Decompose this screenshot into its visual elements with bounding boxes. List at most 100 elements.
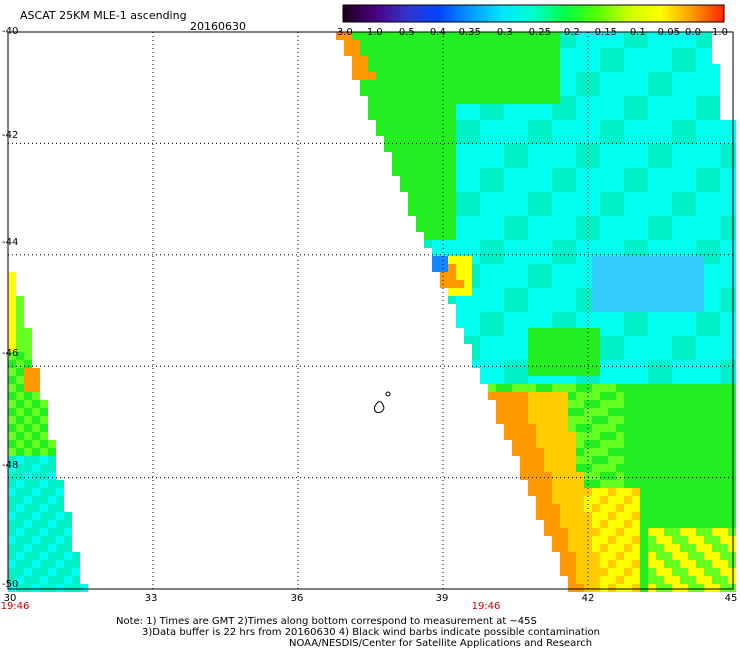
swath-pixel — [440, 224, 448, 232]
swath-pixel — [528, 448, 536, 456]
swath-pixel — [64, 536, 72, 544]
swath-pixel — [480, 304, 488, 312]
swath-pixel — [552, 376, 560, 384]
swath-pixel — [80, 584, 88, 592]
swath-pixel — [648, 552, 656, 560]
swath-pixel — [648, 528, 656, 536]
swath-pixel — [640, 408, 648, 416]
swath-pixel — [704, 312, 712, 320]
swath-pixel — [720, 344, 728, 352]
swath-pixel — [552, 320, 560, 328]
swath-pixel — [544, 256, 552, 264]
swath-pixel — [568, 64, 576, 72]
swath-pixel — [608, 48, 616, 56]
swath-pixel — [528, 128, 536, 136]
swath-pixel — [432, 88, 440, 96]
swath-pixel — [560, 72, 568, 80]
swath-pixel — [552, 528, 560, 536]
lon-label: 45 — [724, 593, 738, 604]
swath-pixel — [672, 448, 680, 456]
swath-pixel — [680, 432, 688, 440]
swath-pixel — [480, 176, 488, 184]
swath-pixel — [520, 184, 528, 192]
swath-pixel — [656, 256, 664, 264]
swath-pixel — [16, 432, 24, 440]
swath-pixel — [648, 80, 656, 88]
swath-pixel — [728, 248, 736, 256]
swath-pixel — [728, 168, 736, 176]
swath-pixel — [664, 520, 672, 528]
swath-pixel — [504, 232, 512, 240]
swath-pixel — [360, 48, 368, 56]
swath-pixel — [696, 392, 704, 400]
swath-pixel — [672, 112, 680, 120]
swath-pixel — [520, 320, 528, 328]
swath-pixel — [512, 376, 520, 384]
swath-pixel — [576, 336, 584, 344]
swath-pixel — [488, 136, 496, 144]
swath-pixel — [536, 96, 544, 104]
swath-pixel — [504, 224, 512, 232]
swath-pixel — [528, 144, 536, 152]
swath-pixel — [672, 560, 680, 568]
swath-pixel — [712, 192, 720, 200]
swath-pixel — [456, 224, 464, 232]
swath-pixel — [624, 544, 632, 552]
swath-pixel — [592, 248, 600, 256]
swath-pixel — [560, 440, 568, 448]
swath-pixel — [608, 256, 616, 264]
swath-pixel — [696, 64, 704, 72]
swath-pixel — [552, 392, 560, 400]
swath-pixel — [32, 376, 40, 384]
swath-pixel — [616, 416, 624, 424]
swath-pixel — [32, 392, 40, 400]
swath-pixel — [648, 488, 656, 496]
swath-pixel — [568, 432, 576, 440]
swath-pixel — [672, 384, 680, 392]
swath-pixel — [600, 48, 608, 56]
swath-pixel — [416, 96, 424, 104]
swath-pixel — [24, 568, 32, 576]
swath-pixel — [416, 56, 424, 64]
swath-pixel — [376, 32, 384, 40]
swath-pixel — [728, 584, 736, 592]
swath-pixel — [520, 344, 528, 352]
swath-pixel — [16, 296, 24, 304]
swath-pixel — [32, 488, 40, 496]
swath-pixel — [528, 328, 536, 336]
swath-pixel — [592, 336, 600, 344]
swath-pixel — [544, 480, 552, 488]
swath-pixel — [688, 296, 696, 304]
swath-pixel — [560, 56, 568, 64]
swath-pixel — [576, 496, 584, 504]
swath-pixel — [576, 456, 584, 464]
swath-pixel — [432, 128, 440, 136]
swath-pixel — [384, 120, 392, 128]
swath-pixel — [664, 320, 672, 328]
swath-pixel — [472, 80, 480, 88]
swath-pixel — [632, 280, 640, 288]
swath-pixel — [648, 440, 656, 448]
swath-pixel — [504, 192, 512, 200]
swath-pixel — [712, 176, 720, 184]
swath-pixel — [608, 584, 616, 592]
swath-pixel — [512, 264, 520, 272]
swath-pixel — [704, 248, 712, 256]
swath-pixel — [600, 272, 608, 280]
swath-pixel — [400, 72, 408, 80]
swath-pixel — [600, 584, 608, 592]
swath-pixel — [568, 360, 576, 368]
swath-pixel — [552, 120, 560, 128]
swath-pixel — [16, 320, 24, 328]
swath-pixel — [712, 120, 720, 128]
swath-pixel — [560, 216, 568, 224]
swath-pixel — [712, 256, 720, 264]
swath-pixel — [600, 376, 608, 384]
swath-pixel — [624, 240, 632, 248]
swath-pixel — [616, 248, 624, 256]
swath-pixel — [488, 344, 496, 352]
swath-pixel — [624, 168, 632, 176]
swath-pixel — [32, 528, 40, 536]
swath-pixel — [592, 448, 600, 456]
swath-pixel — [712, 520, 720, 528]
